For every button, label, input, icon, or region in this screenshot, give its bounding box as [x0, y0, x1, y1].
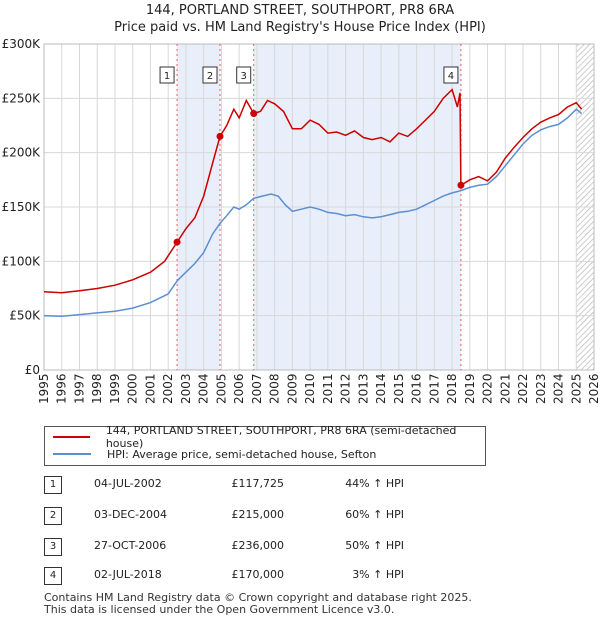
- x-tick-label: 2021: [498, 373, 512, 404]
- transaction-price: £117,725: [231, 477, 285, 490]
- chart-subtitle: Price paid vs. HM Land Registry's House …: [114, 20, 486, 35]
- x-tick-label: 2015: [392, 373, 406, 404]
- sale-label-box: [159, 66, 175, 84]
- x-tick-label: 2026: [587, 373, 600, 404]
- transaction-hpi: 50% ↑ HPI: [345, 539, 404, 552]
- hpi-line: [43, 108, 583, 317]
- y-tick-label: £100K: [2, 254, 42, 268]
- x-tick-label: 1998: [90, 373, 104, 404]
- chart-title: 144, PORTLAND STREET, SOUTHPORT, PR8 6RA: [145, 3, 455, 18]
- price-paid-line: [43, 88, 583, 294]
- sale-point: [173, 238, 181, 246]
- x-tick-label: 2012: [339, 373, 353, 404]
- legend-item-hpi: HPI: Average price, semi-detached house,…: [53, 446, 376, 462]
- transaction-date: 02-JUL-2018: [94, 568, 162, 581]
- sale-label: 3: [241, 71, 247, 82]
- sale-point: [216, 132, 224, 140]
- x-tick-label: 2003: [179, 373, 193, 404]
- transaction-number: 3: [44, 538, 62, 556]
- legend-hpi-label: HPI: Average price, semi-detached house,…: [107, 447, 377, 461]
- transaction-price: £170,000: [231, 568, 285, 581]
- x-tick-label: 2004: [197, 373, 211, 404]
- x-tick-label: 2006: [232, 373, 246, 404]
- y-tick-label: £150K: [2, 200, 42, 214]
- transaction-date: 27-OCT-2006: [94, 539, 167, 552]
- legend-price-paid-label: 144, PORTLAND STREET, SOUTHPORT, PR8 6RA…: [105, 424, 457, 450]
- x-tick-label: 2019: [463, 373, 477, 404]
- sale-label-box: [443, 66, 459, 84]
- x-tick-label: 2010: [303, 373, 317, 404]
- y-tick-label: £200K: [2, 146, 42, 160]
- sale-label: 4: [448, 71, 454, 82]
- y-tick-label: £50K: [9, 309, 41, 323]
- legend-red-line: [53, 436, 90, 438]
- x-tick-label: 2005: [214, 373, 228, 404]
- footer-copyright: Contains HM Land Registry data © Crown c…: [44, 591, 472, 604]
- x-tick-label: 2009: [285, 373, 299, 404]
- legend: 144, PORTLAND STREET, SOUTHPORT, PR8 6RA…: [44, 424, 486, 466]
- x-tick-label: 2011: [321, 373, 335, 404]
- transaction-hpi: 44% ↑ HPI: [345, 477, 404, 490]
- sale-label: 1: [164, 71, 170, 82]
- sale-label-box: [236, 66, 252, 84]
- y-tick-label: £0: [25, 363, 40, 377]
- legend-blue-line: [53, 453, 91, 455]
- x-tick-label: 1996: [55, 373, 69, 404]
- transaction-date: 03-DEC-2004: [94, 508, 168, 521]
- y-tick-label: £250K: [2, 91, 42, 105]
- transaction-number: 2: [44, 507, 62, 525]
- x-tick-label: 2018: [445, 373, 459, 404]
- transaction-number: 4: [44, 567, 62, 585]
- legend-item-price-paid: 144, PORTLAND STREET, SOUTHPORT, PR8 6RA…: [53, 424, 485, 450]
- x-tick-label: 2008: [268, 373, 282, 404]
- x-tick-label: 2001: [143, 373, 157, 404]
- x-tick-label: 2016: [410, 373, 424, 404]
- x-tick-label: 2013: [356, 373, 370, 404]
- x-tick-label: 2023: [534, 373, 548, 404]
- x-tick-label: 2022: [516, 373, 530, 404]
- x-tick-label: 2017: [427, 373, 441, 404]
- x-tick-label: 2000: [126, 373, 140, 404]
- sale-label-box: [202, 66, 218, 84]
- transaction-number: 1: [44, 476, 62, 494]
- x-tick-label: 1999: [108, 373, 122, 404]
- sale-label: 2: [207, 71, 213, 82]
- sale-point: [250, 110, 258, 118]
- x-tick-label: 2020: [481, 373, 495, 404]
- transaction-price: £215,000: [231, 508, 285, 521]
- sale-point: [457, 181, 465, 189]
- x-tick-label: 2002: [161, 373, 175, 404]
- x-tick-label: 2007: [250, 373, 264, 404]
- transaction-date: 04-JUL-2002: [94, 477, 162, 490]
- footer-licence: This data is licensed under the Open Gov…: [44, 603, 395, 616]
- transaction-hpi: 60% ↑ HPI: [345, 508, 404, 521]
- x-tick-label: 2014: [374, 373, 388, 404]
- x-tick-label: 2024: [552, 373, 566, 404]
- plot-border: [43, 43, 595, 371]
- x-tick-label: 1995: [37, 373, 51, 404]
- x-tick-label: 2025: [569, 373, 583, 404]
- transaction-price: £236,000: [231, 539, 285, 552]
- transaction-hpi: 3% ↑ HPI: [352, 568, 404, 581]
- price-chart: 1 2 3 4 £0 £50K £100K £150K £200K £250K £300K 1995 1…: [2, 37, 600, 404]
- x-tick-label: 1997: [72, 373, 86, 404]
- y-tick-label: £300K: [2, 37, 42, 51]
